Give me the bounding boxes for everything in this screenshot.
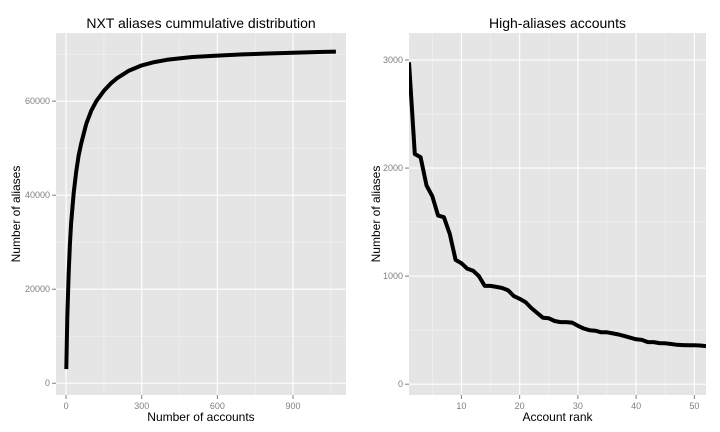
y-tick-label: 2000: [383, 163, 403, 173]
series-line: [64, 49, 336, 370]
y-tick-label: 0: [398, 379, 403, 389]
x-tick-label: 10: [456, 401, 466, 411]
x-tick-label: 20: [515, 401, 525, 411]
plot-panel: [409, 33, 706, 395]
y-axis-title: Number of aliases: [369, 166, 383, 263]
x-tick-label: 30: [573, 401, 583, 411]
x-tick-label: 300: [134, 401, 149, 411]
y-axis-title: Number of aliases: [9, 166, 23, 263]
y-tick-label: 60000: [25, 96, 50, 106]
chart-high-aliases-accounts: 10 20 30 40 50 0 1000 2000 3000 High-aliases acco…: [369, 15, 706, 424]
y-tick-label: 0: [45, 378, 50, 388]
chart-cumulative-distribution: 0 300 600 900 0 20000 40000 60000 NXT aliases cu…: [9, 15, 346, 424]
x-tick-label: 50: [689, 401, 699, 411]
x-tick-label: 40: [631, 401, 641, 411]
y-tick-label: 3000: [383, 55, 403, 65]
y-tick-label: 20000: [25, 284, 50, 294]
x-tick-label: 600: [210, 401, 225, 411]
series-line: [409, 62, 706, 349]
x-tick-label: 900: [286, 401, 301, 411]
plot-panel: [56, 33, 346, 395]
y-tick-label: 1000: [383, 271, 403, 281]
chart-title: NXT aliases cummulative distribution: [86, 15, 315, 31]
x-axis-title: Number of accounts: [147, 410, 254, 424]
x-axis-title: Account rank: [522, 410, 593, 424]
chart-title: High-aliases accounts: [489, 15, 626, 31]
y-tick-label: 40000: [25, 190, 50, 200]
x-tick-label: 0: [64, 401, 69, 411]
